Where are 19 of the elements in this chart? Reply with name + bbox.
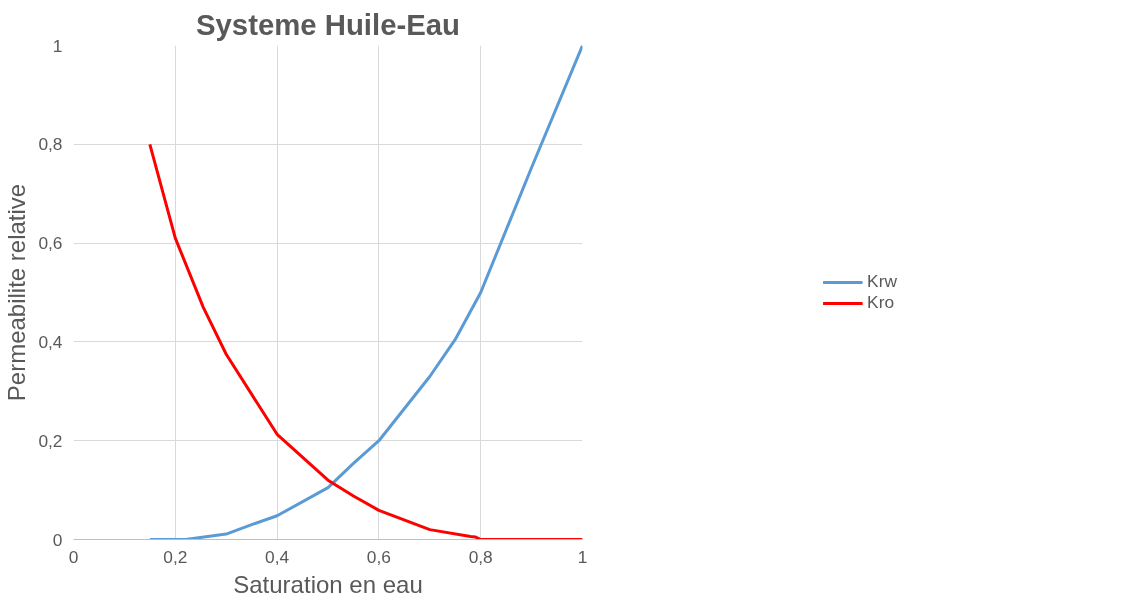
- x-tick-label: 0: [68, 546, 79, 567]
- x-tick-label: 0,4: [265, 546, 290, 567]
- y-tick-label: 0,8: [38, 134, 63, 155]
- x-tick-label: 0,6: [366, 546, 391, 567]
- line-series: [148, 142, 583, 540]
- legend-label: Krw: [867, 271, 897, 292]
- y-tick-label: 0: [52, 529, 63, 550]
- y-tick-label: 1: [52, 35, 63, 56]
- y-axis-title: Permeabilite relative: [3, 183, 31, 402]
- legend-label: Kro: [867, 292, 895, 313]
- y-tick-label: 0,2: [38, 430, 63, 451]
- y-tick-label: 0,4: [38, 331, 63, 352]
- y-tick-label: 0,6: [38, 233, 63, 254]
- x-axis-title: Saturation en eau: [233, 570, 423, 598]
- x-tick-label: 0,8: [468, 546, 493, 567]
- line-series: [148, 45, 583, 540]
- x-tick-label: 0,2: [163, 546, 188, 567]
- x-tick-label: 1: [577, 546, 588, 567]
- chart-title: Systeme Huile-Eau: [195, 7, 461, 41]
